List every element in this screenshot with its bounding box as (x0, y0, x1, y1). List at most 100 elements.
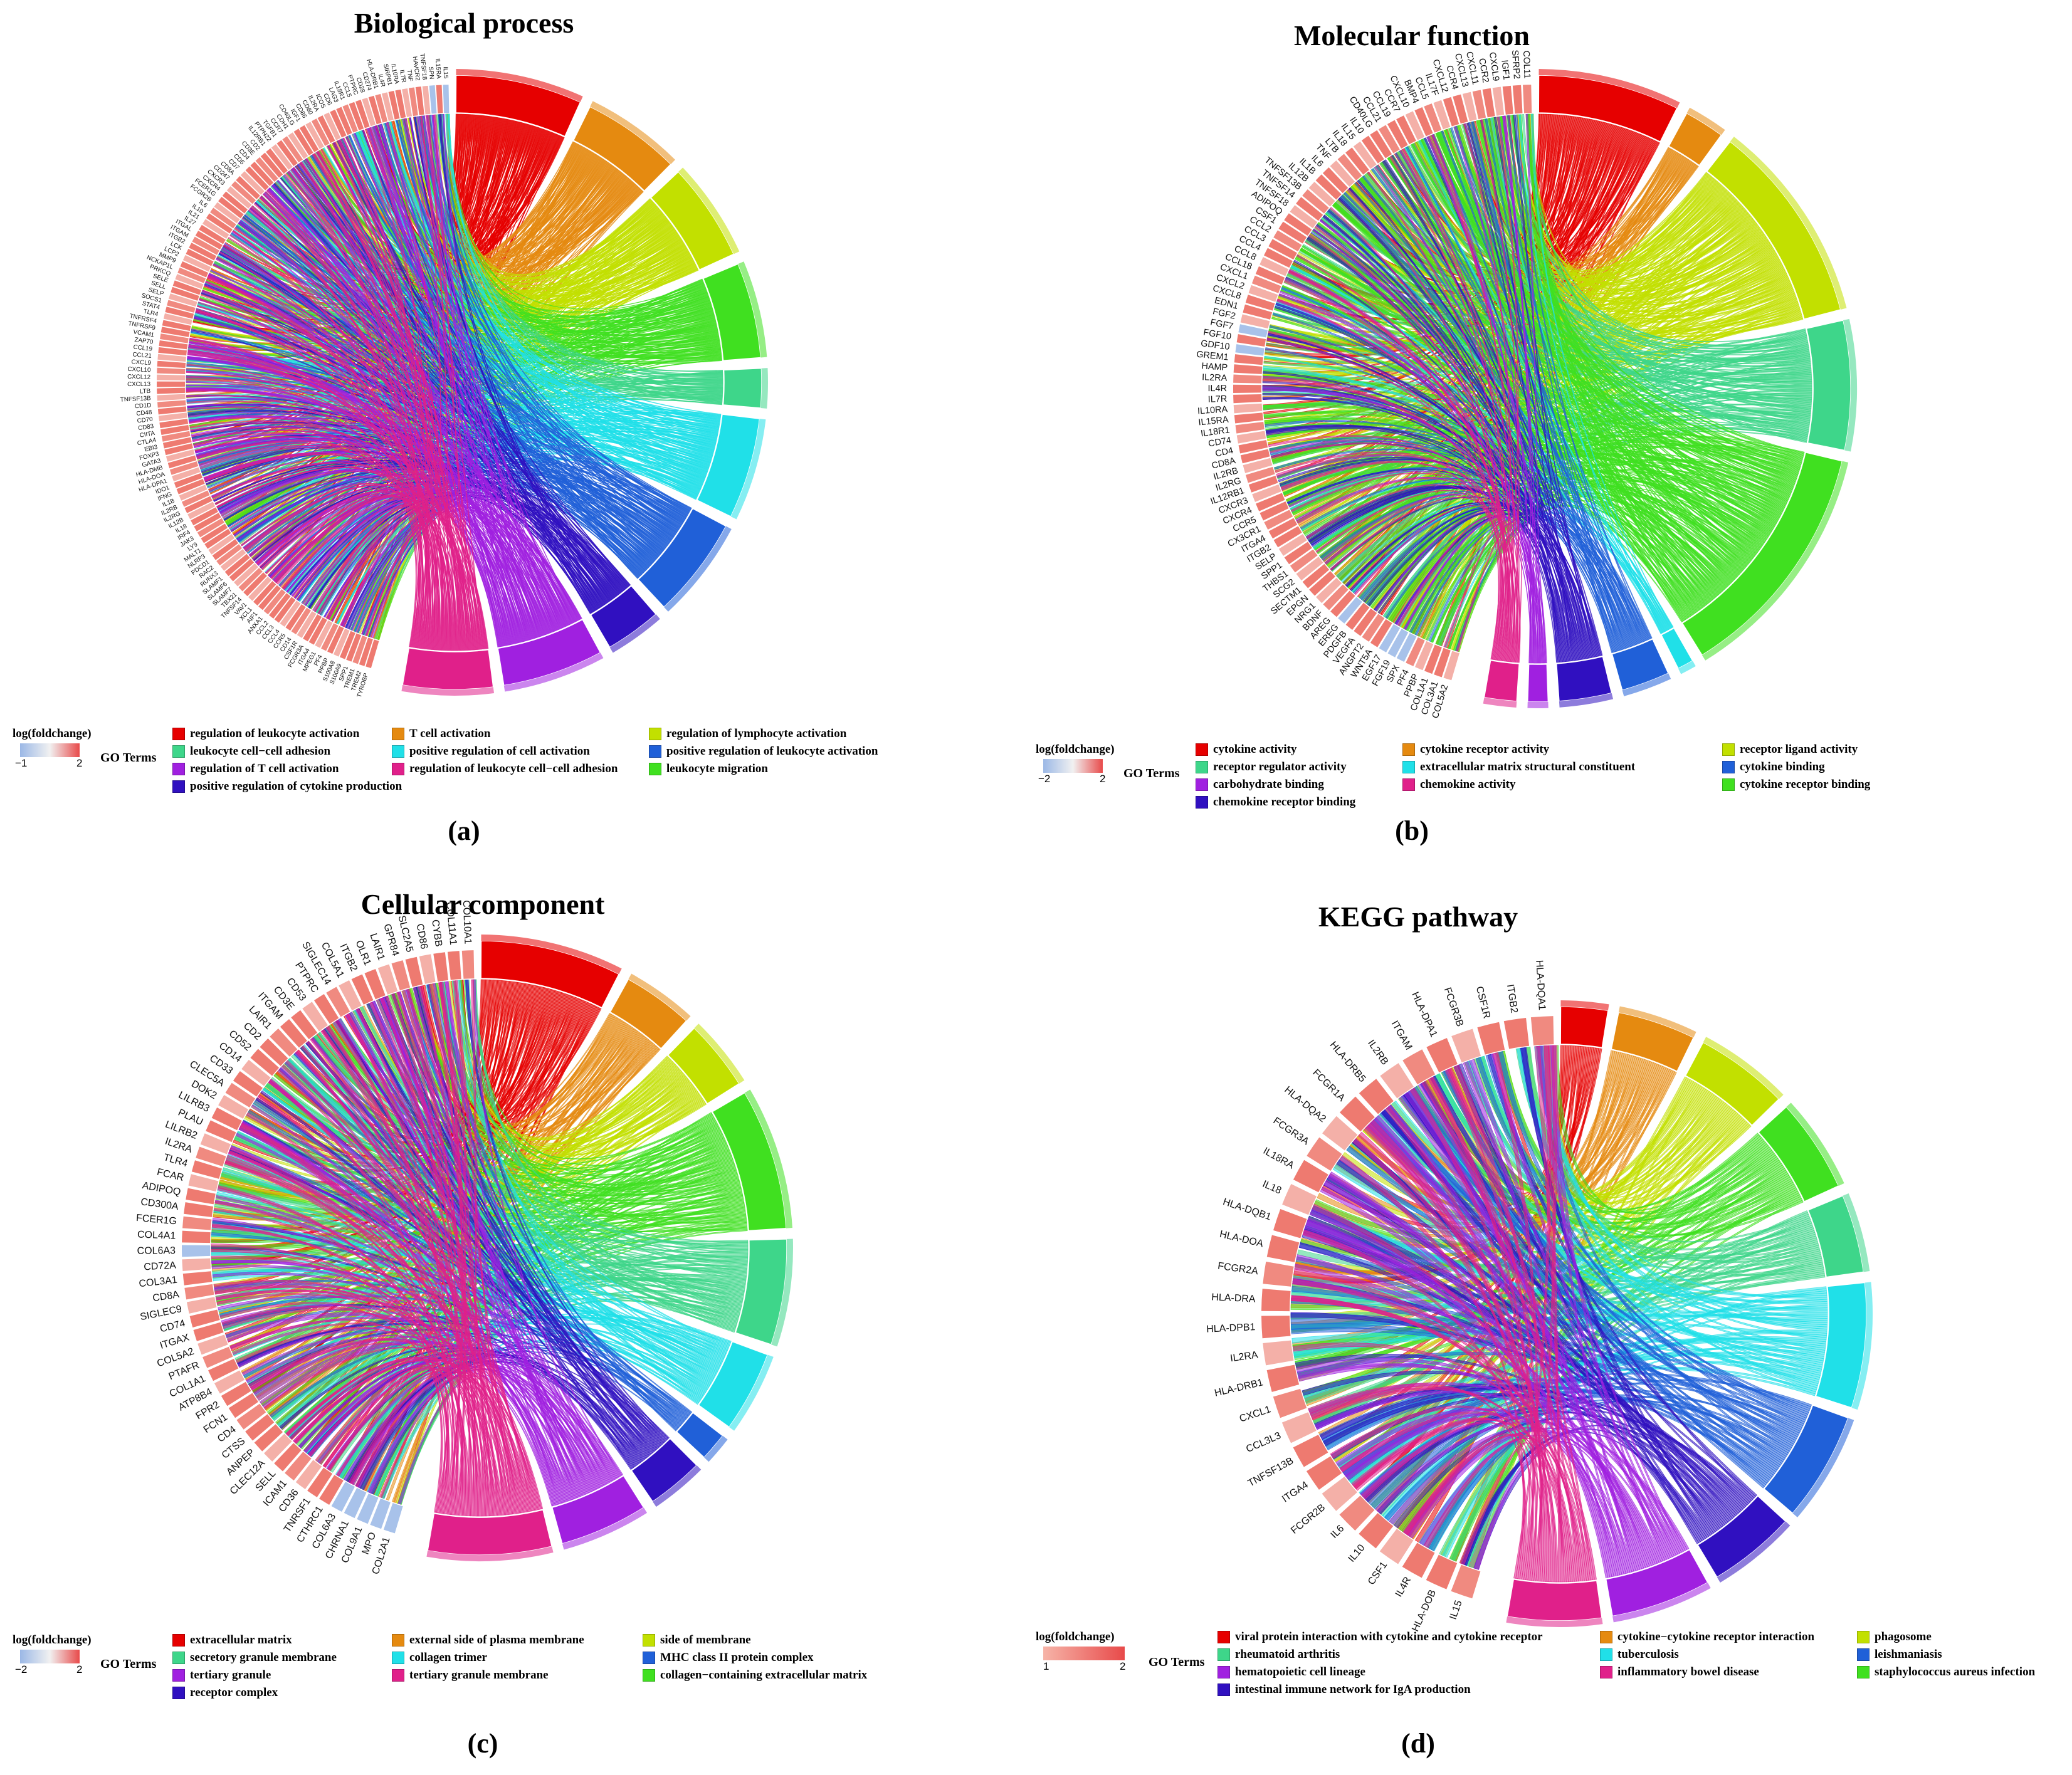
gene-block (250, 1049, 280, 1076)
gene-block (1264, 510, 1293, 530)
gene-block (194, 513, 221, 531)
chord (1441, 1070, 1795, 1230)
gene-label: HLA-DRB1 (1214, 1377, 1265, 1399)
chord (395, 120, 713, 457)
gene-block (362, 97, 376, 127)
chord (218, 252, 594, 612)
term-arc (1806, 320, 1851, 451)
gene-label: HAVCR2 (411, 56, 421, 81)
chord (1513, 1045, 1551, 1579)
gene-block (248, 577, 272, 601)
gene-block (317, 115, 335, 144)
gene-block (1238, 324, 1268, 338)
chord (1485, 1054, 1809, 1417)
legend-item: cytokine receptor binding (1722, 778, 1948, 792)
legend-label: rheumatoid arthritis (1235, 1648, 1340, 1661)
scale-title: log(foldchange) (1036, 743, 1115, 756)
legend-label: cytokine activity (1213, 743, 1297, 756)
gene-label: CD86 (414, 923, 429, 950)
chord (1475, 1057, 1804, 1427)
gene-block (1255, 266, 1285, 285)
gene-block (189, 1309, 220, 1328)
gene-block (181, 490, 210, 507)
gene-block (191, 1160, 223, 1179)
legend-item: viral protein interaction with cytokine … (1217, 1630, 1594, 1644)
gene-block (1361, 135, 1384, 164)
gene-label: HLA-DOA (1219, 1229, 1265, 1250)
gene-label: HLA-DQA1 (1533, 960, 1547, 1010)
chord (216, 1292, 470, 1517)
chord (365, 128, 542, 256)
chord (1507, 115, 1626, 649)
gene-label: IL10RA (1197, 404, 1228, 416)
chord (342, 137, 523, 642)
gene-block (1234, 354, 1263, 365)
gene-block (164, 443, 194, 456)
legend-swatch (1722, 761, 1735, 773)
gene-block (1370, 619, 1392, 647)
gene-block (422, 85, 431, 115)
gene-block (1248, 285, 1278, 302)
chord (443, 113, 555, 632)
term-arc-outer (1686, 107, 1725, 135)
gene-block (1433, 100, 1451, 130)
gene-block (224, 553, 250, 577)
legend-item: positive regulation of leukocyte activat… (649, 745, 900, 758)
gene-label: CD48 (136, 409, 152, 417)
gene-block (160, 333, 189, 343)
gene-block (177, 267, 206, 283)
chord (1533, 1045, 1558, 1581)
legend-swatch (392, 1669, 404, 1682)
gene-block (276, 140, 298, 166)
chord (355, 132, 721, 421)
term-arc-outer (1559, 693, 1614, 708)
scale-bar (20, 743, 80, 757)
gene-block (295, 1460, 322, 1489)
gene-label: IL18RA (1261, 1146, 1296, 1171)
gene-block (186, 249, 214, 266)
gene-block (169, 461, 199, 475)
gene-label: FCGR1A (1310, 1067, 1347, 1104)
gene-label: GDF10 (1200, 338, 1230, 352)
legend-item: extracellular matrix structural constitu… (1402, 760, 1716, 774)
legend-label: cytokine−cytokine receptor interaction (1617, 1630, 1815, 1643)
gene-block (1503, 1017, 1530, 1049)
gene-block (1309, 570, 1336, 596)
gene-block (299, 125, 319, 152)
chord (210, 269, 576, 623)
term-arc-outer (728, 1354, 774, 1431)
chord (334, 142, 436, 650)
chord (339, 139, 442, 651)
term-arc-outer (1527, 701, 1549, 708)
color-scale: log(foldchange) −2 2 (13, 1633, 132, 1677)
gene-block (184, 496, 213, 513)
gene-block (210, 207, 236, 229)
gene-label: CCL19 (133, 344, 152, 353)
gene-block (1233, 364, 1263, 374)
scale-title: log(foldchange) (13, 727, 92, 740)
scale-max-label: 2 (1120, 1660, 1126, 1672)
gene-label: FCAR (156, 1167, 185, 1184)
chord (357, 486, 656, 634)
term-arc (609, 978, 687, 1050)
term-arc-outer (694, 1024, 745, 1084)
term-arc-outer (562, 1507, 648, 1550)
gene-block (225, 1082, 256, 1107)
gene-block (282, 136, 303, 163)
scale-bar (1043, 1647, 1125, 1660)
chord (307, 156, 615, 273)
legend-label: leukocyte migration (666, 762, 769, 775)
gene-label: MPO (360, 1531, 379, 1556)
legend-item: receptor complex (172, 1686, 386, 1700)
gene-block (1278, 221, 1307, 244)
gene-block (1233, 384, 1262, 393)
gene-block (182, 1230, 211, 1244)
gene-block (1233, 394, 1262, 404)
gene-label: HLA-DRB5 (1328, 1040, 1368, 1085)
gene-label: SPN (427, 66, 434, 80)
chord (377, 124, 596, 612)
gene-block (193, 1322, 224, 1341)
gene-block (349, 102, 364, 130)
gene-block (433, 952, 449, 982)
chord (1476, 120, 1745, 570)
